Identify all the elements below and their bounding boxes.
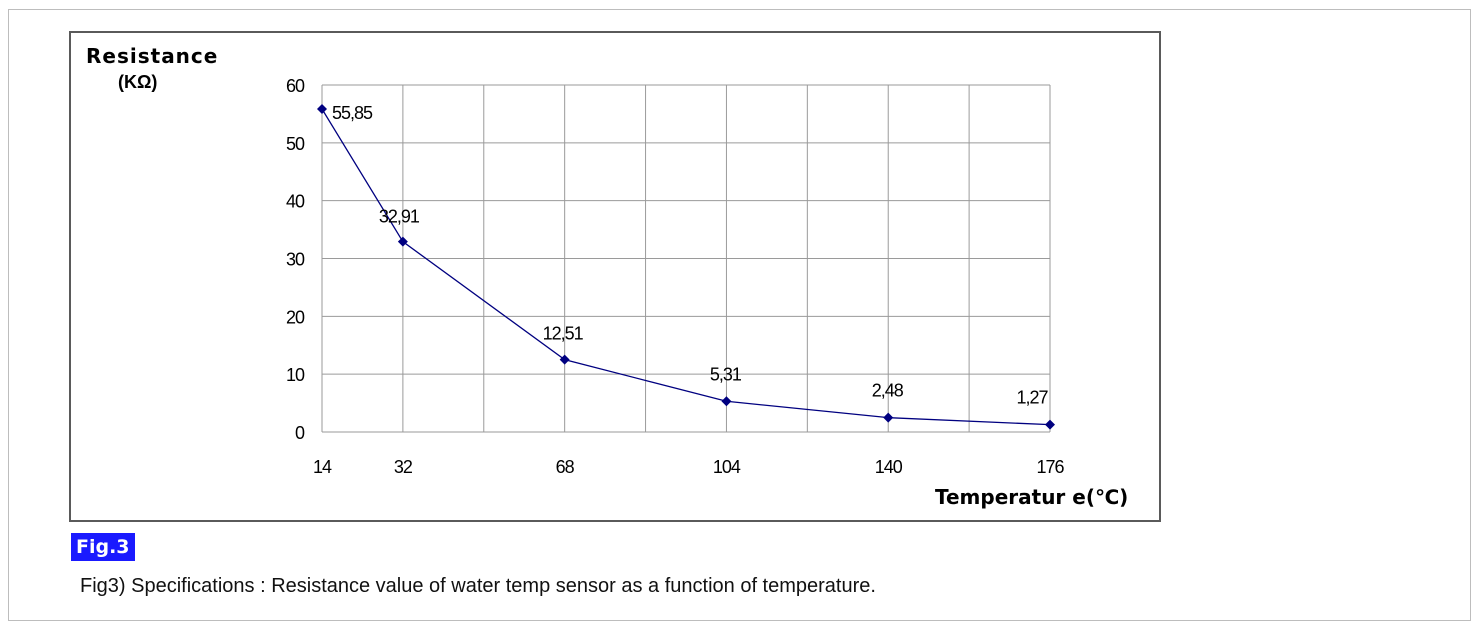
- y-tick-label: 20: [286, 307, 305, 327]
- y-axis-unit: (KΩ): [118, 72, 158, 92]
- data-label: 2,48: [872, 381, 904, 401]
- x-tick-label: 14: [313, 457, 332, 477]
- y-tick-label: 50: [286, 134, 305, 154]
- y-tick-label: 40: [286, 192, 305, 212]
- chart-area: [69, 31, 1161, 522]
- y-axis-title: Resistance: [86, 44, 219, 68]
- figure-caption: Fig3) Specifications : Resistance value …: [80, 575, 876, 597]
- data-label: 1,27: [1016, 388, 1048, 408]
- data-label: 55,85: [332, 103, 373, 123]
- x-tick-label: 176: [1036, 457, 1064, 477]
- data-label: 32,91: [379, 207, 420, 227]
- data-point-marker: [397, 236, 408, 247]
- x-tick-label: 104: [713, 457, 741, 477]
- x-tick-label: 140: [875, 457, 903, 477]
- y-tick-label: 0: [295, 423, 305, 443]
- data-point-marker: [317, 104, 327, 115]
- x-axis-title: Temperatur e(℃): [935, 485, 1129, 509]
- figure-badge: Fig.3: [71, 533, 135, 561]
- data-point-marker: [721, 396, 732, 407]
- y-tick-label: 30: [286, 250, 305, 270]
- x-tick-label: 68: [556, 457, 575, 477]
- data-label: 12,51: [543, 324, 584, 344]
- series-line: [321, 108, 1051, 426]
- x-tick-label: 32: [394, 457, 413, 477]
- y-tick-label: 10: [286, 365, 305, 385]
- data-point-marker: [883, 412, 894, 423]
- data-point-marker: [1045, 419, 1055, 430]
- data-label: 5,31: [710, 364, 742, 384]
- y-tick-label: 60: [286, 76, 305, 96]
- data-point-marker: [559, 354, 570, 365]
